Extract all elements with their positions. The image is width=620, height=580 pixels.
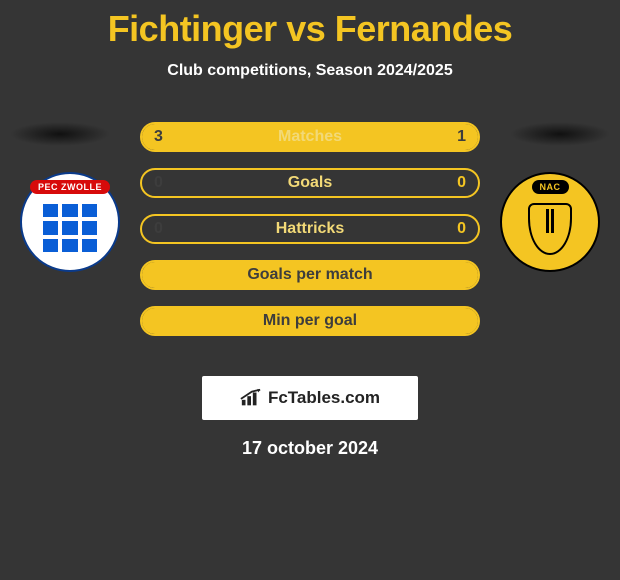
stat-bar: Min per goal (140, 306, 480, 336)
crest-right: NAC (500, 172, 600, 272)
stat-label: Hattricks (276, 220, 344, 238)
stat-label: Goals (288, 174, 332, 192)
branding-chart-icon (240, 388, 262, 408)
crest-left: PEC ZWOLLE (20, 172, 120, 272)
player-shadow-right (510, 122, 610, 146)
date-text: 17 october 2024 (0, 438, 620, 459)
stat-value-left: 0 (154, 220, 163, 238)
stat-label: Matches (278, 128, 342, 146)
crest-left-tag: PEC ZWOLLE (30, 180, 110, 194)
branding-box: FcTables.com (202, 376, 418, 420)
stat-bars: 3 Matches 1 0 Goals 0 0 Hattricks 0 Goals per mat… (140, 122, 480, 352)
stat-value-left: 0 (154, 174, 163, 192)
page-title: Fichtinger vs Fernandes (0, 0, 620, 50)
stat-value-right: 1 (457, 128, 466, 146)
stat-bar: Goals per match (140, 260, 480, 290)
comparison-stage: PEC ZWOLLE NAC 3 Matches 1 0 Goals 0 0 Hattrick… (0, 122, 620, 362)
stat-bar: 3 Matches 1 (140, 122, 480, 152)
bar-fill-left (142, 124, 394, 150)
crest-right-shield (528, 203, 572, 255)
branding-text: FcTables.com (268, 388, 380, 408)
stat-bar: 0 Goals 0 (140, 168, 480, 198)
stat-value-right: 0 (457, 220, 466, 238)
crest-left-pattern (43, 204, 97, 252)
stat-label: Min per goal (263, 312, 357, 330)
player-shadow-left (10, 122, 110, 146)
stat-value-left: 3 (154, 128, 163, 146)
stat-bar: 0 Hattricks 0 (140, 214, 480, 244)
crest-right-tag: NAC (532, 180, 569, 194)
subtitle: Club competitions, Season 2024/2025 (0, 62, 620, 80)
stat-value-right: 0 (457, 174, 466, 192)
stat-label: Goals per match (247, 266, 372, 284)
